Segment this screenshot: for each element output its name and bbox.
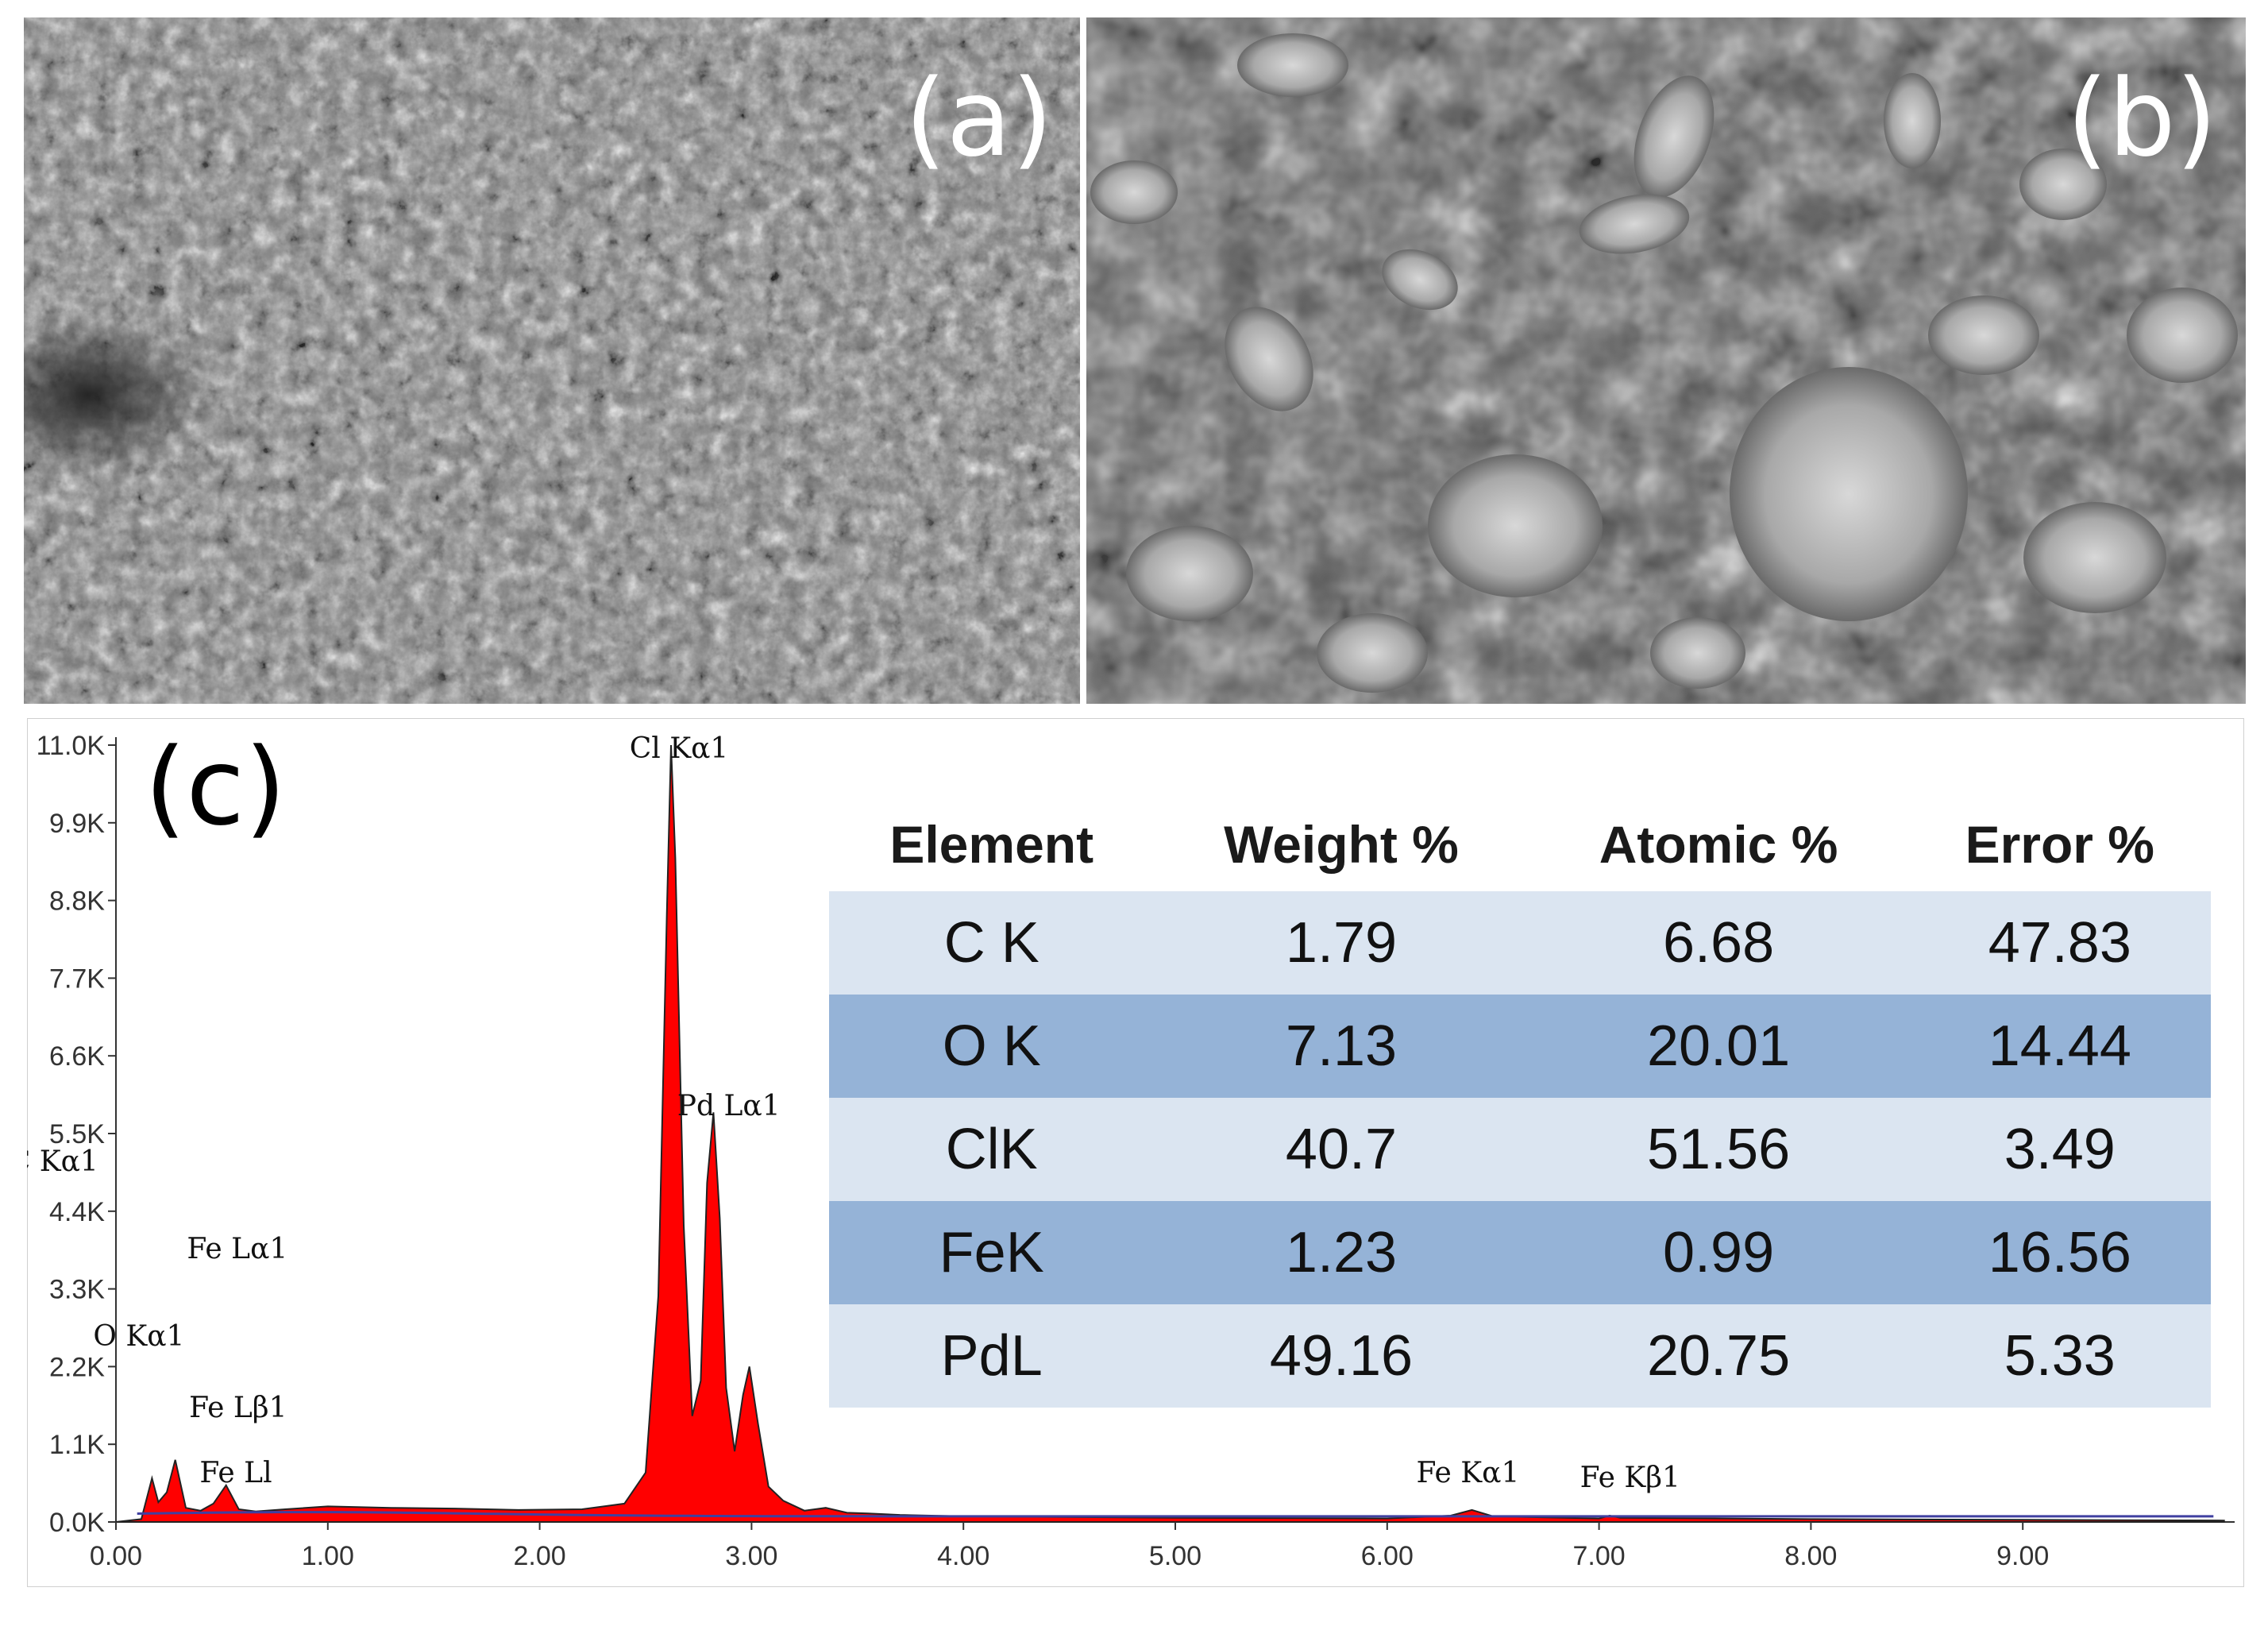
x-tick-label: 0.00 (90, 1541, 142, 1571)
x-tick-label: 1.00 (302, 1541, 354, 1571)
x-tick-label: 6.00 (1361, 1541, 1414, 1571)
peak-label: Pd Lα1 (677, 1090, 781, 1122)
sem-image-b: (b) (1086, 17, 2246, 704)
table-header-cell: Weight % (1154, 798, 1529, 891)
table-cell: 40.7 (1154, 1098, 1529, 1201)
x-tick-label: 7.00 (1573, 1541, 1626, 1571)
y-tick-label: 11.0K (37, 731, 106, 761)
y-tick-label: 8.8K (49, 886, 105, 917)
table-row: PdL 49.16 20.75 5.33 (829, 1304, 2211, 1408)
background-fit-line (137, 1511, 2214, 1518)
table-header-cell: Element (829, 798, 1155, 891)
x-tick-label: 5.00 (1149, 1541, 1202, 1571)
x-tick-label: 8.00 (1784, 1541, 1837, 1571)
y-tick-label: 2.2K (49, 1352, 105, 1382)
table-row: FeK 1.23 0.99 16.56 (829, 1201, 2211, 1304)
peak-label: Fe Ll (199, 1457, 272, 1489)
table-cell: 51.56 (1528, 1098, 1909, 1201)
table-cell: FeK (829, 1201, 1155, 1304)
table-row: C K 1.79 6.68 47.83 (829, 891, 2211, 995)
table-header-cell: Error % (1908, 798, 2211, 891)
table-cell: PdL (829, 1304, 1155, 1408)
table-cell: O K (829, 995, 1155, 1098)
table-cell: 16.56 (1908, 1201, 2211, 1304)
table-header-cell: Atomic % (1528, 798, 1909, 891)
table-header-row: Element Weight % Atomic % Error % (829, 798, 2211, 891)
table-cell: ClK (829, 1098, 1155, 1201)
table-row: O K 7.13 20.01 14.44 (829, 995, 2211, 1098)
composition-table-wrap: Element Weight % Atomic % Error % C K 1.79 6.… (829, 798, 2211, 1408)
table-cell: 20.75 (1528, 1304, 1909, 1408)
composition-table: Element Weight % Atomic % Error % C K 1.79 6.… (829, 798, 2211, 1408)
table-row: ClK 40.7 51.56 3.49 (829, 1098, 2211, 1201)
y-tick-label: 3.3K (49, 1275, 105, 1305)
sem-image-a: (a) (24, 17, 1080, 704)
table-cell: 7.13 (1154, 995, 1529, 1098)
spectrum-area-0 (115, 744, 2225, 1523)
table-cell: 1.23 (1154, 1201, 1529, 1304)
peak-label: Fe Kα1 (1417, 1457, 1520, 1489)
table-cell: 1.79 (1154, 891, 1529, 995)
panel-label-b: (b) (2066, 56, 2217, 180)
peak-label: Fe Lα1 (187, 1233, 287, 1265)
x-tick-label: 9.00 (1996, 1541, 2049, 1571)
x-tick-label: 4.00 (937, 1541, 989, 1571)
table-cell: 5.33 (1908, 1304, 2211, 1408)
table-cell: 49.16 (1154, 1304, 1529, 1408)
table-cell: 20.01 (1528, 995, 1909, 1098)
sem-texture-a (24, 17, 1080, 704)
table-cell: 3.49 (1908, 1098, 2211, 1201)
y-tick-label: 9.9K (49, 809, 105, 839)
panel-label-c: (c) (145, 725, 287, 849)
table-cell: 14.44 (1908, 995, 2211, 1098)
table-cell: 6.68 (1528, 891, 1909, 995)
y-tick-label: 5.5K (49, 1119, 105, 1149)
y-tick-label: 6.6K (49, 1041, 105, 1072)
y-tick-label: 7.7K (49, 964, 105, 994)
table-cell: 47.83 (1908, 891, 2211, 995)
y-tick-label: 0.0K (49, 1508, 105, 1538)
peak-label: C Kα1 (27, 1145, 98, 1178)
y-tick-label: 4.4K (49, 1197, 105, 1227)
peak-label: Fe Kβ1 (1580, 1462, 1680, 1494)
x-tick-label: 2.00 (514, 1541, 566, 1571)
peak-label: Fe Lβ1 (189, 1392, 287, 1424)
sem-texture-b (1086, 17, 2246, 704)
eds-spectrum-panel: 0.00 1.00 2.00 3.00 4.00 5.00 6.00 7.00 8.00 9.00… (27, 718, 2244, 1587)
table-cell: C K (829, 891, 1155, 995)
peak-label: Cl Kα1 (630, 732, 729, 765)
x-tick-label: 3.00 (725, 1541, 777, 1571)
y-tick-label: 1.1K (49, 1430, 105, 1460)
table-cell: 0.99 (1528, 1201, 1909, 1304)
peak-label: O Kα1 (93, 1320, 184, 1353)
panel-label-a: (a) (904, 56, 1053, 180)
